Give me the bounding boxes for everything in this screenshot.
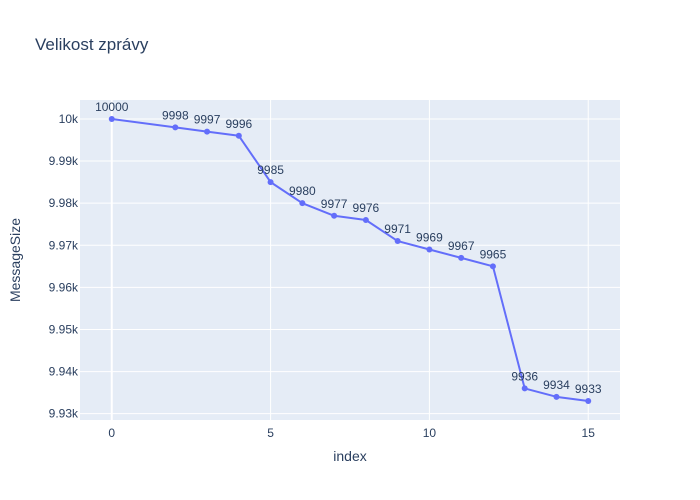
data-point [553, 394, 559, 400]
y-tick-label: 9.98k [49, 196, 79, 210]
data-label: 9996 [225, 117, 252, 131]
data-label: 10000 [95, 100, 129, 114]
data-point [363, 217, 369, 223]
data-label: 9980 [289, 184, 316, 198]
data-point [490, 263, 496, 269]
data-label: 9998 [162, 108, 189, 122]
chart-title: Velikost zprávy [35, 35, 149, 54]
data-label: 9997 [194, 113, 221, 127]
data-point [458, 255, 464, 261]
y-tick-label: 9.94k [49, 365, 79, 379]
y-tick-label: 10k [59, 112, 79, 126]
y-tick-label: 9.95k [49, 322, 79, 336]
data-point [236, 133, 242, 139]
x-tick-label: 10 [423, 426, 437, 440]
data-point [585, 398, 591, 404]
x-axis-title: index [333, 448, 366, 464]
data-label: 9965 [480, 247, 507, 261]
data-label: 9936 [511, 369, 538, 383]
x-tick-label: 15 [582, 426, 596, 440]
data-label: 9934 [543, 378, 570, 392]
data-label: 9985 [257, 163, 284, 177]
data-point [395, 238, 401, 244]
y-axis-title: MessageSize [7, 218, 23, 302]
data-point [172, 124, 178, 130]
data-label: 9976 [353, 201, 380, 215]
data-point [331, 213, 337, 219]
data-point [426, 246, 432, 252]
x-axis-ticks: 0 5 10 15 [108, 426, 595, 440]
data-label: 9967 [448, 239, 475, 253]
x-tick-label: 0 [108, 426, 115, 440]
data-label: 9977 [321, 197, 348, 211]
y-tick-label: 9.97k [49, 238, 79, 252]
data-point [204, 129, 210, 135]
data-label: 9971 [384, 222, 411, 236]
data-point [109, 116, 115, 122]
data-point [522, 385, 528, 391]
y-tick-label: 9.96k [49, 280, 79, 294]
data-point [299, 200, 305, 206]
y-tick-label: 9.93k [49, 407, 79, 421]
y-axis-ticks: 9.93k 9.94k 9.95k 9.96k 9.97k 9.98k 9.99k 10k [49, 112, 79, 421]
data-label: 9933 [575, 382, 602, 396]
data-point [268, 179, 274, 185]
data-label: 9969 [416, 230, 443, 244]
x-tick-label: 5 [267, 426, 274, 440]
y-tick-label: 9.99k [49, 154, 79, 168]
